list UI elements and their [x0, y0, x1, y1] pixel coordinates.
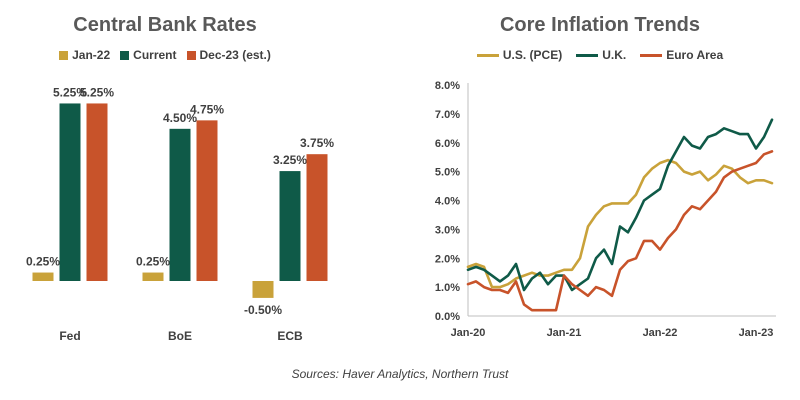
legend-item-current: Current [120, 48, 177, 62]
y-tick-label: 6.0% [435, 138, 460, 150]
legend-label: U.K. [602, 48, 627, 62]
data-label: 5.25% [53, 85, 87, 99]
data-label: 3.25% [273, 153, 307, 167]
legend-item-dec-23: Dec-23 (est.) [186, 48, 271, 62]
bar-chart-plot: 0.25% 5.25%5.25% Fed 0.25% 4.50%4.75% BoE -0.5… [26, 85, 334, 343]
chart-legend: Jan-22 Current Dec-23 (est.) [0, 48, 330, 62]
x-tick-label: Jan-20 [451, 327, 486, 339]
core-inflation-chart: Core Inflation Trends U.S. (PCE) U.K. Eu… [400, 0, 800, 360]
data-label: 5.25% [80, 85, 114, 99]
legend-label: Jan-22 [72, 48, 111, 62]
category-label: BoE [168, 329, 192, 343]
legend-label: Dec-23 (est.) [199, 48, 271, 62]
chart-title: Core Inflation Trends [499, 14, 701, 36]
y-tick-label: 7.0% [435, 109, 460, 121]
series-line [466, 158, 774, 289]
x-tick-label: Jan-22 [643, 327, 678, 339]
legend-swatch [576, 53, 599, 57]
legend-item-us-pce: U.S. (PCE) [476, 48, 563, 62]
bar [252, 281, 274, 298]
chart-legend: U.S. (PCE) U.K. Euro Area [400, 48, 800, 62]
legend-swatch [120, 50, 130, 60]
legend-label: Current [133, 48, 177, 62]
legend-item-uk: U.K. [576, 48, 626, 62]
bar [169, 128, 191, 281]
legend-swatch [476, 53, 499, 57]
y-tick-label: 0.0% [435, 311, 460, 323]
series-line [466, 118, 774, 292]
legend-label: U.S. (PCE) [502, 48, 563, 62]
y-tick-label: 1.0% [435, 282, 460, 294]
bar [306, 154, 328, 281]
data-label: 0.25% [26, 255, 60, 269]
legend-label: Euro Area [666, 48, 724, 62]
y-tick-label: 2.0% [435, 253, 460, 265]
legend-item-euro-area: Euro Area [640, 48, 723, 62]
data-label: 0.25% [136, 255, 170, 269]
source-note: Sources: Haver Analytics, Northern Trust [291, 367, 509, 381]
y-tick-label: 8.0% [435, 80, 460, 92]
data-label: 4.50% [163, 111, 197, 125]
y-tick-label: 4.0% [435, 196, 460, 208]
category-label: ECB [277, 329, 303, 343]
x-tick-label: Jan-21 [547, 327, 582, 339]
legend-item-jan-22: Jan-22 [59, 48, 110, 62]
bar [59, 103, 81, 281]
data-label: -0.50% [244, 303, 282, 317]
y-tick-label: 5.0% [435, 167, 460, 179]
x-tick-label: Jan-23 [739, 327, 774, 339]
chart-title: Central Bank Rates [73, 14, 257, 36]
bar [279, 171, 301, 281]
bar [196, 120, 218, 281]
data-label: 4.75% [190, 102, 224, 116]
legend-swatch [186, 50, 196, 60]
legend-swatch [640, 53, 663, 57]
category-label: Fed [59, 329, 80, 343]
bar [32, 272, 54, 281]
central-bank-rates-chart: Central Bank Rates Jan-22 Current Dec-23… [0, 0, 334, 360]
legend-swatch [59, 50, 69, 60]
y-tick-label: 3.0% [435, 224, 460, 236]
bar [142, 272, 164, 281]
bar [86, 103, 108, 281]
line-chart-plot: 0.0% 1.0% 2.0% 3.0% 4.0% 5.0% 6.0% 7.0% 8.0% Jan-… [435, 80, 776, 339]
series-line [466, 150, 774, 312]
data-label: 3.75% [300, 136, 334, 150]
